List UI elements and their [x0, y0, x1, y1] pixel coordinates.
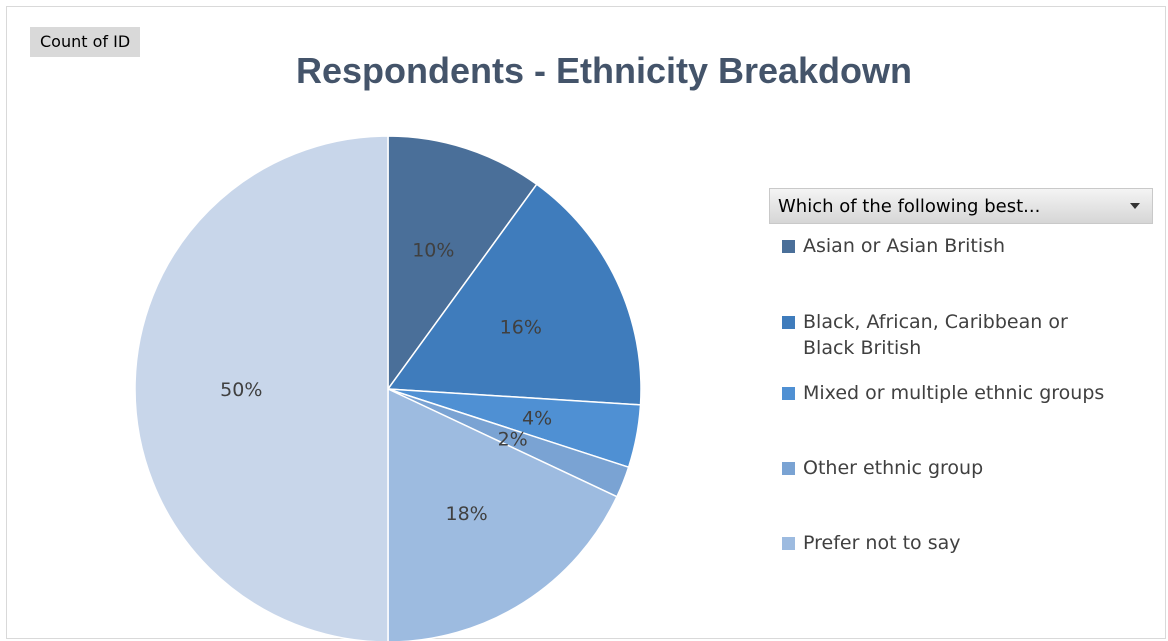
legend-item-1[interactable]: Asian or Asian British	[782, 233, 1168, 259]
legend-swatch	[782, 387, 795, 400]
dropdown-arrow-icon[interactable]	[1130, 203, 1140, 209]
legend-label: Asian or Asian British	[803, 235, 1006, 257]
legend-swatch	[782, 462, 795, 475]
pie-slice-6[interactable]	[134, 135, 389, 641]
data-label-5: 18%	[446, 503, 488, 525]
legend-item-5[interactable]: Prefer not to say	[782, 530, 1168, 556]
data-label-6: 50%	[220, 379, 262, 401]
pie-slices	[134, 135, 642, 641]
pie-slice-1[interactable]	[387, 135, 538, 392]
data-label-3: 4%	[522, 407, 552, 429]
data-label-2: 16%	[500, 317, 542, 339]
legend-item-3[interactable]: Mixed or multiple ethnic groups	[782, 380, 1168, 406]
pie-data-labels: 10% 16% 4%2% 18% 50%	[220, 239, 552, 524]
legend-swatch	[782, 240, 795, 253]
pie-slice-5[interactable]	[387, 387, 618, 641]
pie-slice-2[interactable]	[386, 183, 642, 406]
data-label-1: 10%	[412, 239, 454, 261]
count-of-id-field-button[interactable]: Count of ID	[30, 27, 141, 57]
legend-swatch	[782, 316, 795, 329]
data-label-4: 2%	[498, 428, 528, 450]
legend-label: Mixed or multiple ethnic groups	[803, 382, 1105, 404]
legend-filter-dropdown[interactable]: Which of the following best...	[769, 188, 1153, 224]
legend-label: Other ethnic group	[803, 457, 984, 479]
legend-label: Prefer not to say	[803, 532, 961, 554]
legend-item-4[interactable]: Other ethnic group	[782, 455, 1168, 481]
legend-item-2[interactable]: Black, African, Caribbean or Black Briti…	[782, 309, 1123, 361]
legend-filter-label: Which of the following best...	[778, 195, 1041, 217]
chart-title: Respondents - Ethnicity Breakdown	[295, 50, 913, 91]
legend-swatch	[782, 537, 795, 550]
legend-label: Black, African, Caribbean or Black Briti…	[803, 311, 1068, 359]
